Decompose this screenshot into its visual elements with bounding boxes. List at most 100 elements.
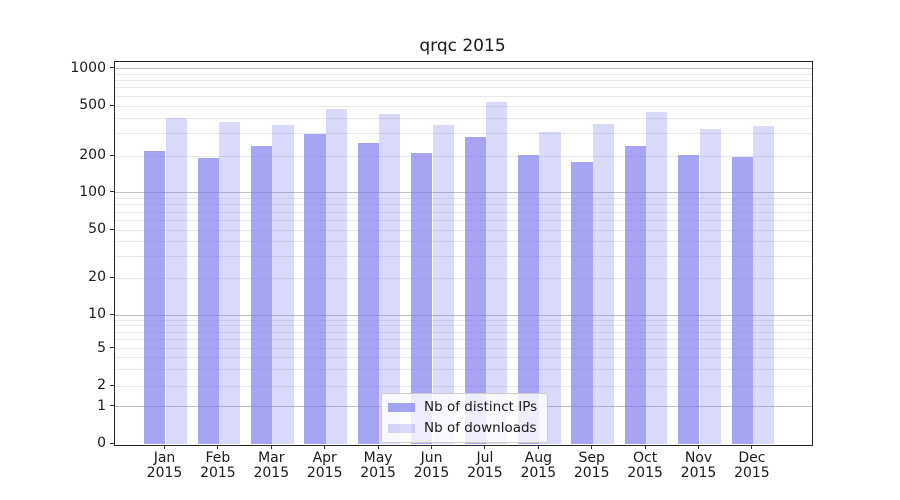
x-tick-label-dec: Dec 2015 [734, 449, 770, 481]
bar-distinct-ips-nov [678, 155, 700, 445]
bar-downloads-feb [218, 121, 241, 445]
gridline [115, 133, 812, 135]
legend-label-downloads: Nb of downloads [424, 420, 537, 436]
bar-distinct-ips-jan [144, 151, 166, 445]
y-tick-label-1000: 1000 [70, 59, 106, 76]
y-tick-label-500: 500 [79, 97, 106, 113]
y-tick-mark [109, 104, 114, 106]
y-tick-mark [109, 67, 114, 69]
bar-distinct-ips-jul [464, 136, 486, 445]
x-tick-label-nov: Nov 2015 [680, 449, 717, 481]
gridline [115, 339, 812, 341]
bar-downloads-dec [752, 126, 775, 445]
gridline [115, 277, 812, 279]
x-tick-mark [484, 445, 486, 449]
x-tick-label-jun: Jun 2015 [413, 449, 450, 481]
y-tick-mark [109, 405, 114, 407]
y-tick-mark [109, 276, 114, 278]
gridline [115, 80, 812, 82]
x-tick-label-jan: Jan 2015 [146, 449, 183, 481]
x-tick-mark [751, 445, 753, 449]
bar-downloads-aug [539, 132, 561, 445]
x-tick-mark [537, 445, 539, 449]
bar-distinct-ips-mar [250, 146, 273, 445]
y-tick-label-1: 1 [97, 397, 106, 414]
gridline [115, 105, 812, 107]
gridline [115, 211, 812, 213]
y-tick-label-50: 50 [88, 221, 106, 238]
gridline [115, 219, 812, 221]
gridline [115, 314, 812, 316]
chart-title: qrqc 2015 [419, 36, 506, 56]
gridline [115, 385, 812, 387]
gridline [115, 319, 812, 321]
y-tick-label-100: 100 [79, 183, 106, 200]
y-tick-mark [109, 347, 114, 349]
bar-distinct-ips-aug [517, 154, 540, 445]
gridline [115, 117, 812, 119]
gridline [115, 229, 812, 231]
y-tick-mark [109, 384, 114, 386]
y-tick-label-10: 10 [88, 306, 106, 322]
gridline [115, 204, 812, 206]
legend-label-distinct-ips: Nb of distinct IPs [424, 399, 538, 415]
legend-item-distinct-ips: Nb of distinct IPs [388, 400, 538, 415]
x-tick-mark [270, 445, 272, 449]
y-tick-label-0: 0 [97, 435, 106, 452]
bar-distinct-ips-dec [731, 157, 753, 445]
gridline [115, 357, 812, 359]
x-tick-label-apr: Apr 2015 [306, 449, 343, 481]
y-tick-mark [109, 154, 114, 156]
x-tick-mark [164, 445, 165, 449]
bar-downloads-jul [485, 101, 508, 445]
legend-swatch-distinct-ips [388, 403, 415, 412]
x-tick-mark [698, 445, 699, 449]
bar-downloads-mar [272, 124, 294, 445]
bar-distinct-ips-feb [197, 158, 219, 445]
gridline [115, 192, 812, 194]
bar-downloads-apr [325, 109, 348, 445]
x-tick-mark [644, 445, 646, 449]
x-tick-mark [591, 445, 593, 449]
y-tick-label-20: 20 [88, 269, 106, 285]
y-tick-mark [109, 442, 114, 444]
bar-distinct-ips-apr [304, 133, 326, 445]
gridline [115, 348, 812, 350]
x-tick-label-jul: Jul 2015 [467, 449, 503, 481]
x-tick-label-sep: Sep 2015 [573, 449, 610, 481]
x-tick-label-may: May 2015 [360, 449, 396, 481]
gridline [115, 256, 812, 258]
x-tick-label-feb: Feb 2015 [200, 449, 236, 481]
bar-downloads-jan [165, 118, 187, 445]
gridline [115, 325, 812, 327]
bar-distinct-ips-may [357, 142, 380, 445]
bar-distinct-ips-sep [571, 162, 593, 445]
y-tick-label-5: 5 [97, 339, 106, 356]
x-tick-label-aug: Aug 2015 [520, 449, 557, 481]
gridline [115, 241, 812, 243]
bar-distinct-ips-oct [624, 146, 647, 445]
legend-swatch-downloads [388, 424, 415, 433]
x-tick-mark [324, 445, 326, 449]
gridline [115, 155, 812, 157]
y-tick-mark [109, 228, 114, 230]
gridline [115, 73, 812, 75]
gridline [115, 87, 812, 89]
gridline [115, 197, 812, 199]
legend: Nb of distinct IPs Nb of downloads [381, 393, 548, 443]
bar-downloads-nov [699, 128, 721, 445]
y-tick-label-200: 200 [79, 147, 106, 163]
bar-downloads-sep [592, 123, 615, 445]
gridline [115, 368, 812, 370]
gridline [115, 68, 812, 70]
bar-downloads-jun [432, 124, 454, 445]
legend-item-downloads: Nb of downloads [388, 421, 538, 436]
x-tick-mark [377, 445, 379, 449]
y-tick-mark [109, 191, 114, 193]
gridline [115, 331, 812, 333]
bar-distinct-ips-jun [411, 152, 433, 445]
x-tick-mark [431, 445, 432, 449]
x-tick-label-oct: Oct 2015 [627, 449, 663, 481]
x-tick-mark [217, 445, 219, 449]
